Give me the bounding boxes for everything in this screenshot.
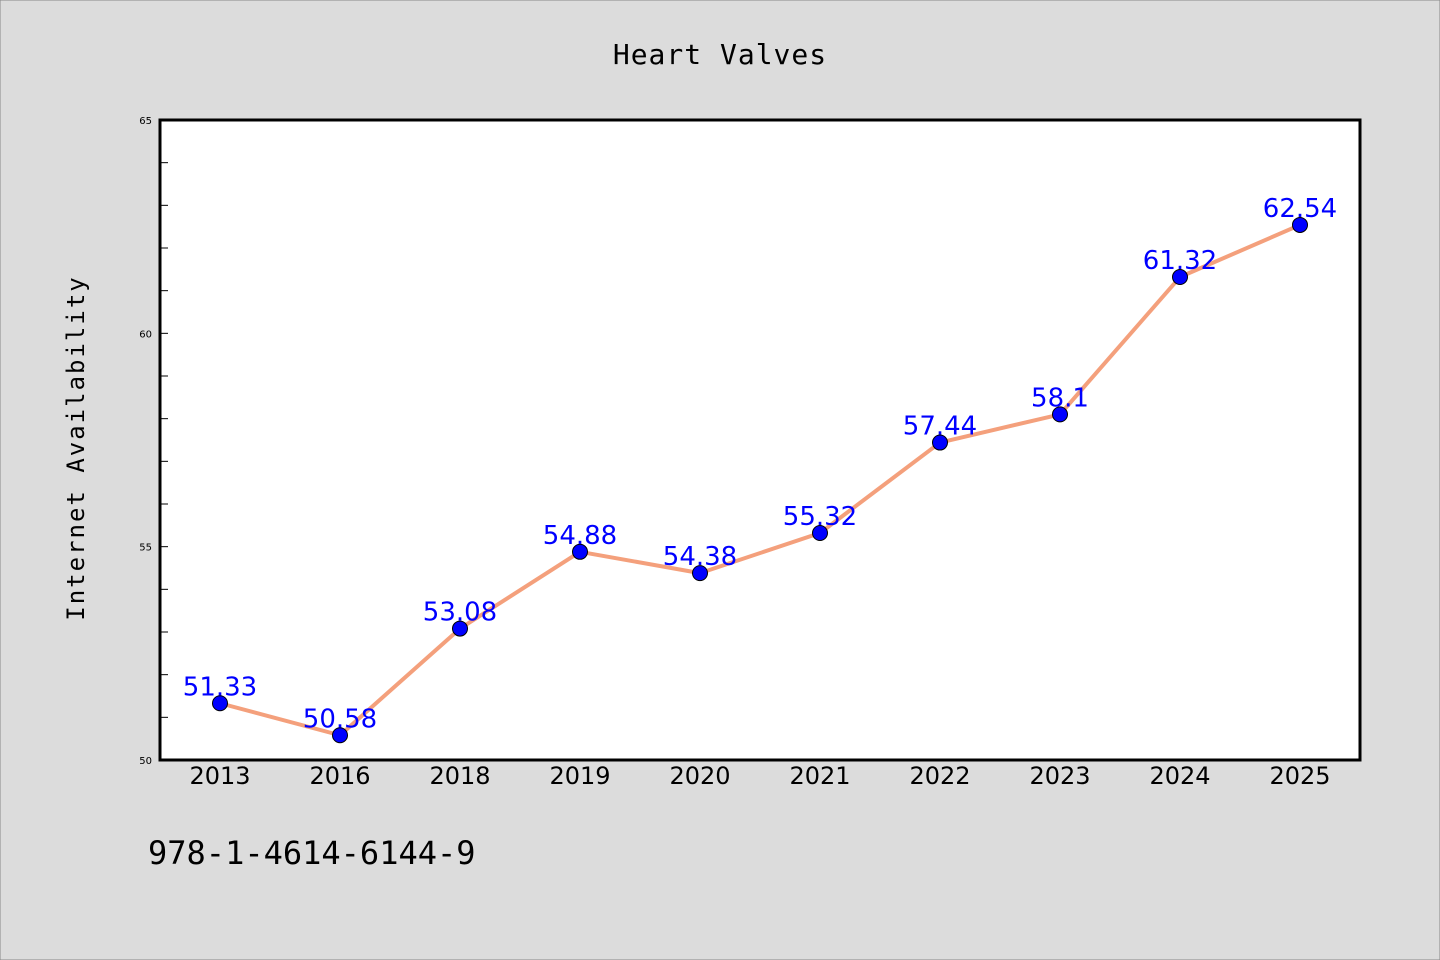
x-tick-label: 2023	[1029, 762, 1090, 790]
y-tick-labels: 50 55 60 65	[139, 116, 152, 767]
data-label: 50.58	[303, 704, 377, 734]
plot-area	[160, 120, 1360, 760]
data-point	[332, 727, 348, 744]
data-label: 57.44	[903, 412, 977, 442]
y-tick-label: 55	[139, 543, 152, 554]
data-point	[692, 565, 708, 582]
footnote-isbn: 978-1-4614-6144-9	[148, 834, 476, 872]
data-label: 54.38	[663, 542, 737, 572]
data-point	[1172, 269, 1188, 286]
data-point	[932, 434, 948, 451]
data-labels: 51.33 50.58 53.08 54.88 54.38 55.32 57.44 58.1 6…	[183, 194, 1337, 734]
y-tick-label: 60	[139, 329, 152, 340]
data-point	[1292, 216, 1308, 233]
series-line	[219, 223, 1301, 738]
x-tick-label: 2025	[1269, 762, 1330, 790]
series-markers	[212, 216, 1308, 744]
data-point	[1052, 406, 1068, 423]
data-label: 54.88	[543, 521, 617, 551]
data-point	[212, 695, 228, 712]
x-tick-labels: 2013 2016 2018 2019 2020 2021 2022 2023 2024 2025	[189, 762, 1330, 790]
data-label: 53.08	[423, 598, 497, 628]
plot-frame	[158, 118, 1362, 762]
data-label: 62.54	[1263, 194, 1337, 224]
chart-title: Heart Valves	[613, 38, 827, 71]
data-point	[812, 525, 828, 542]
data-point	[572, 543, 588, 560]
x-tick-label: 2013	[189, 762, 250, 790]
x-tick-label: 2018	[429, 762, 490, 790]
y-tick-label: 50	[139, 756, 152, 767]
data-label: 58.1	[1031, 383, 1089, 413]
data-label: 55.32	[783, 502, 857, 532]
data-point	[452, 620, 468, 637]
x-tick-label: 2024	[1149, 762, 1210, 790]
x-tick-label: 2019	[549, 762, 610, 790]
x-tick-label: 2022	[909, 762, 970, 790]
x-tick-label: 2021	[789, 762, 850, 790]
data-label: 51.33	[183, 672, 257, 702]
data-label: 61.32	[1143, 246, 1217, 276]
y-tick-label: 65	[139, 116, 152, 127]
x-tick-label: 2016	[309, 762, 370, 790]
y-axis-label: Internet Availability	[62, 275, 90, 620]
x-tick-label: 2020	[669, 762, 730, 790]
